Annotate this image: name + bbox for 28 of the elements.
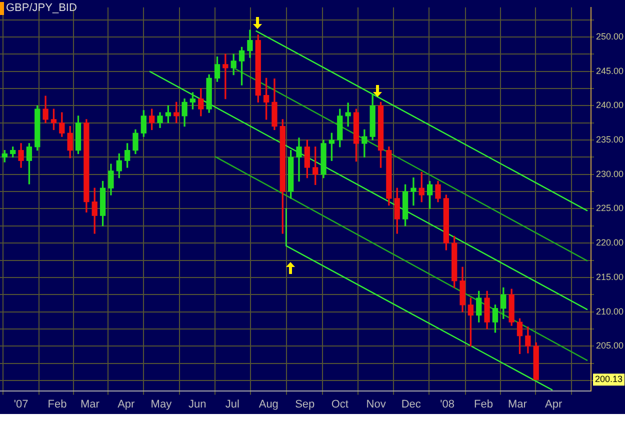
x-tick-label: Nov bbox=[366, 398, 386, 410]
chart-title: GBP/JPY_BID bbox=[0, 2, 77, 15]
x-tick-label: Jul bbox=[225, 398, 240, 410]
y-tick-label: 225.00 bbox=[596, 203, 624, 214]
x-tick-label: '08 bbox=[440, 398, 455, 410]
y-tick-label: 245.00 bbox=[596, 66, 624, 76]
x-tick-label: May bbox=[150, 398, 172, 410]
y-tick-label: 220.00 bbox=[596, 238, 624, 248]
x-tick-label: Oct bbox=[331, 398, 348, 410]
y-tick-label: 250.00 bbox=[596, 31, 624, 42]
y-tick-label: 210.00 bbox=[596, 306, 624, 316]
x-tick-label: Feb bbox=[474, 398, 494, 410]
x-tick-label: Mar bbox=[80, 398, 100, 410]
x-tick-label: Dec bbox=[401, 398, 422, 410]
x-tick-label: Jun bbox=[188, 398, 206, 410]
x-tick-label: Sep bbox=[295, 398, 315, 410]
y-tick-label: 235.00 bbox=[596, 134, 624, 144]
y-tick-label: 240.00 bbox=[596, 100, 624, 110]
x-tick-label: Aug bbox=[258, 398, 278, 410]
x-tick-label: Apr bbox=[118, 398, 136, 410]
y-tick-label: 230.00 bbox=[596, 168, 624, 179]
annotation: 200.13 bbox=[595, 374, 623, 384]
x-tick-label: Mar bbox=[508, 398, 528, 410]
y-tick-label: 205.00 bbox=[596, 340, 624, 351]
x-tick-label: Apr bbox=[545, 398, 563, 410]
x-tick-label: '07 bbox=[14, 398, 28, 410]
x-tick-label: Feb bbox=[48, 398, 67, 410]
y-tick-label: 215.00 bbox=[596, 272, 624, 282]
